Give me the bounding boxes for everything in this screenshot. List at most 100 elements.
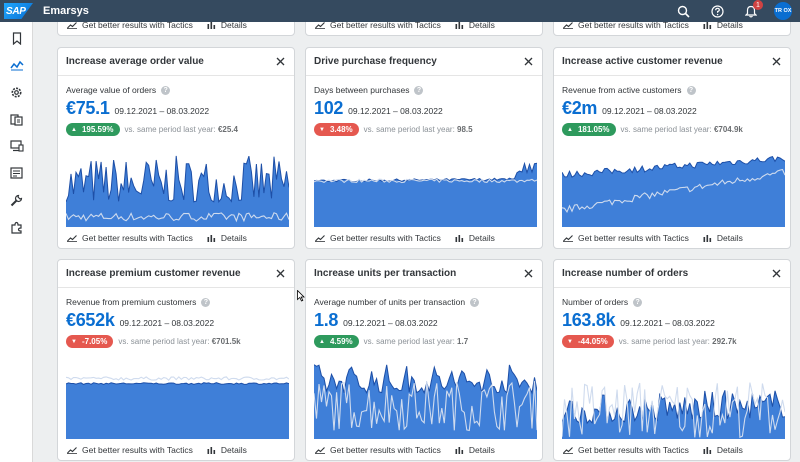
card-header: Increase average order value	[58, 48, 294, 76]
close-icon[interactable]	[771, 57, 781, 67]
close-icon[interactable]	[523, 57, 533, 67]
card-footer: Get better results with Tactics Details	[58, 228, 294, 248]
tactics-link[interactable]: Get better results with Tactics	[67, 22, 193, 30]
date-range: 09.12.2021 – 08.03.2022	[620, 318, 715, 328]
bookmark-icon	[12, 31, 21, 45]
change-badge: ▼ -44.05%	[562, 335, 614, 348]
comparison-text: vs. same period last year: 1.7	[364, 337, 469, 346]
tactics-link[interactable]: Get better results with Tactics	[67, 233, 193, 243]
metric-value: 163.8k	[562, 310, 616, 330]
card-title: Increase number of orders	[562, 268, 689, 279]
sidebar-item-analytics[interactable]	[0, 53, 33, 77]
app-title: Emarsys	[43, 5, 89, 17]
metric-label-text: Revenue from premium customers	[66, 297, 197, 307]
metric-label: Average number of units per transaction …	[314, 297, 542, 307]
details-link[interactable]: Details	[455, 445, 495, 455]
sidebar-item-catalog[interactable]	[0, 107, 33, 131]
metric-row: €652k 09.12.2021 – 08.03.2022	[66, 310, 294, 331]
kpi-card-premium-customer-revenue: Increase premium customer revenue Revenu…	[57, 259, 295, 461]
comparison-label: vs. same period last year:	[124, 125, 216, 134]
card-footer: Get better results with Tactics Details	[554, 22, 790, 35]
sidebar-item-devices[interactable]	[0, 134, 33, 158]
details-label: Details	[220, 445, 247, 455]
details-link[interactable]: Details	[703, 445, 743, 455]
details-link[interactable]: Details	[455, 22, 495, 30]
details-link[interactable]: Details	[207, 22, 247, 30]
user-avatar[interactable]: TR OX	[774, 2, 792, 20]
tactics-link[interactable]: Get better results with Tactics	[67, 445, 193, 455]
comparison-row: ▼ 3.48% vs. same period last year: 98.5	[314, 123, 542, 136]
tactics-label: Get better results with Tactics	[82, 445, 193, 455]
contacts-icon	[10, 167, 23, 179]
metric-value: 102	[314, 98, 344, 118]
previous-period-line	[562, 168, 785, 214]
tactics-link[interactable]: Get better results with Tactics	[563, 233, 689, 243]
info-icon[interactable]: ?	[633, 297, 643, 307]
info-icon[interactable]: ?	[686, 85, 696, 95]
previous-period-line	[66, 212, 289, 223]
tactics-link[interactable]: Get better results with Tactics	[315, 22, 441, 30]
change-value: 181.05%	[577, 125, 610, 134]
search-icon[interactable]	[672, 0, 694, 22]
sidebar-item-settings[interactable]	[0, 80, 33, 104]
card-footer: Get better results with Tactics Details	[554, 228, 790, 248]
sidebar-item-bookmarks[interactable]	[0, 26, 33, 50]
change-value: 3.48%	[329, 125, 353, 134]
comparison-row: ▲ 4.59% vs. same period last year: 1.7	[314, 335, 542, 348]
info-icon[interactable]: ?	[161, 85, 171, 95]
details-link[interactable]: Details	[703, 22, 743, 30]
sap-logo[interactable]: SAP	[4, 3, 33, 19]
add-on-icon	[11, 221, 22, 234]
comparison-value: €704.9k	[713, 125, 743, 134]
details-link[interactable]: Details	[207, 445, 247, 455]
tactics-label: Get better results with Tactics	[82, 233, 193, 243]
info-icon[interactable]: ?	[414, 85, 424, 95]
current-period-line	[314, 364, 537, 395]
trend-area-chart	[314, 161, 537, 227]
sidebar-item-contacts[interactable]	[0, 161, 33, 185]
comparison-label: vs. same period last year:	[363, 337, 455, 346]
notifications-button[interactable]: 1	[740, 0, 763, 22]
trend-up-icon	[67, 447, 77, 454]
details-link[interactable]: Details	[207, 233, 247, 243]
sidebar-item-add-ons[interactable]	[0, 215, 33, 239]
card-title: Increase average order value	[66, 56, 204, 67]
triangle-down-icon: ▼	[319, 126, 325, 133]
info-icon[interactable]: ?	[201, 297, 211, 307]
details-link[interactable]: Details	[703, 233, 743, 243]
metric-row: 1.8 09.12.2021 – 08.03.2022	[314, 310, 542, 331]
sidebar-item-tools[interactable]	[0, 188, 33, 212]
details-label: Details	[716, 22, 743, 30]
metric-value: €652k	[66, 310, 115, 330]
kpi-card-average-order-value: Increase average order value Average val…	[57, 47, 295, 249]
tactics-link[interactable]: Get better results with Tactics	[315, 233, 441, 243]
side-navigation	[0, 22, 33, 462]
comparison-value: 98.5	[457, 125, 473, 134]
help-icon[interactable]	[706, 0, 728, 22]
close-icon[interactable]	[275, 269, 285, 279]
card-title: Increase premium customer revenue	[66, 268, 241, 279]
triangle-up-icon: ▲	[319, 338, 325, 345]
date-range: 09.12.2021 – 08.03.2022	[343, 318, 438, 328]
card-header: Increase number of orders	[554, 260, 790, 288]
details-link[interactable]: Details	[455, 233, 495, 243]
tactics-link[interactable]: Get better results with Tactics	[563, 22, 689, 30]
tactics-link[interactable]: Get better results with Tactics	[315, 445, 441, 455]
metric-label-text: Average number of units per transaction	[314, 297, 466, 307]
close-icon[interactable]	[523, 269, 533, 279]
tactics-link[interactable]: Get better results with Tactics	[563, 445, 689, 455]
close-icon[interactable]	[275, 57, 285, 67]
info-icon[interactable]: ?	[470, 297, 480, 307]
previous-period-line	[314, 178, 537, 184]
close-icon[interactable]	[771, 269, 781, 279]
comparison-value: €701.5k	[211, 337, 241, 346]
metric-label: Average value of orders ?	[66, 85, 294, 95]
settings-icon	[11, 87, 22, 97]
tactics-label: Get better results with Tactics	[330, 445, 441, 455]
metric-row: 102 09.12.2021 – 08.03.2022	[314, 98, 542, 119]
metric-label: Revenue from active customers ?	[562, 85, 790, 95]
card-title: Drive purchase frequency	[314, 56, 437, 67]
change-badge: ▲ 4.59%	[314, 335, 359, 348]
trend-area-chart	[562, 382, 785, 439]
card-header: Increase active customer revenue	[554, 48, 790, 76]
